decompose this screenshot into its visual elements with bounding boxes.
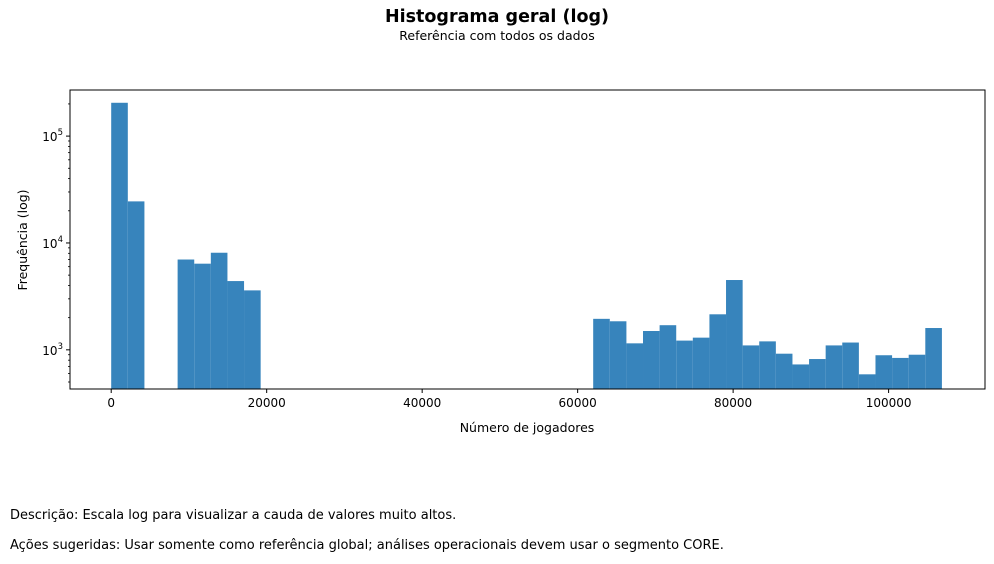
histogram-bar [676,340,693,389]
histogram-bar [692,337,710,389]
plot-frame [69,89,986,390]
histogram-bar [726,280,743,389]
suggested-actions: Ações sugeridas: Usar somente como refer… [10,538,724,553]
histogram-bar [244,290,261,389]
chart-title: Histograma geral (log) [384,7,610,27]
histogram-bar [194,263,211,389]
histogram-bar [659,325,677,389]
histogram-bar [825,345,843,389]
histogram-bar [593,318,610,389]
histogram-bar [177,259,195,389]
x-tick-label: 20000 [248,396,286,410]
histogram-bar [809,359,826,389]
x-tick-label: 40000 [403,396,441,410]
histogram-bar [227,281,245,389]
y-axis-label: Frequência (log) [15,189,30,290]
histogram-bar [742,345,760,389]
x-tick-label: 100000 [866,396,912,410]
y-axis-ticks: 103 104 105 [42,103,70,383]
histogram-bar [775,353,793,389]
y-tick-label: 104 [42,235,63,251]
histogram-bars [111,102,942,389]
chart-description: Descrição: Escala log para visualizar a … [10,508,457,523]
x-axis-label: Número de jogadores [460,420,595,435]
x-tick-label: 60000 [559,396,597,410]
histogram-bar [626,343,644,389]
histogram-bar [759,341,776,389]
histogram-bar [111,102,128,389]
histogram-bar [908,354,926,389]
chart-subtitle: Referência com todos os dados [399,28,595,43]
histogram-bar [643,331,660,389]
histogram-bar [892,357,909,389]
y-tick-label: 105 [42,128,63,144]
x-tick-label: 80000 [714,396,752,410]
histogram-bar [709,314,727,389]
x-tick-label: 0 [107,396,115,410]
histogram-bar [925,328,942,389]
histogram-bar [875,355,893,389]
x-axis-ticks: 0 20000 40000 60000 80000 100000 [107,389,912,410]
y-tick-label: 103 [42,342,63,358]
histogram-bar [858,374,876,389]
histogram-bar [842,342,859,389]
histogram-bar [792,364,810,389]
histogram-bar [210,252,228,389]
histogram-bar [609,321,627,389]
histogram-bar [127,201,145,389]
